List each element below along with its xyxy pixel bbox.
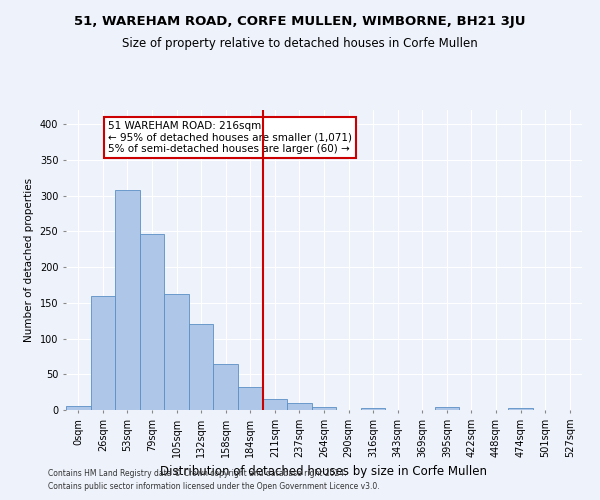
Text: Contains HM Land Registry data © Crown copyright and database right 2024.: Contains HM Land Registry data © Crown c… [48,468,347,477]
Bar [508,408,533,410]
Bar [140,234,164,410]
Text: Contains public sector information licensed under the Open Government Licence v3: Contains public sector information licen… [48,482,380,491]
Bar [434,407,459,410]
Bar [287,403,312,410]
Text: Size of property relative to detached houses in Corfe Mullen: Size of property relative to detached ho… [122,38,478,51]
Bar [312,407,336,410]
Bar [214,364,238,410]
Text: 51 WAREHAM ROAD: 216sqm
← 95% of detached houses are smaller (1,071)
5% of semi-: 51 WAREHAM ROAD: 216sqm ← 95% of detache… [108,120,352,154]
Bar [164,294,189,410]
Bar [66,406,91,410]
Y-axis label: Number of detached properties: Number of detached properties [24,178,34,342]
Bar [263,398,287,410]
Bar [238,387,263,410]
Text: 51, WAREHAM ROAD, CORFE MULLEN, WIMBORNE, BH21 3JU: 51, WAREHAM ROAD, CORFE MULLEN, WIMBORNE… [74,15,526,28]
Bar [361,408,385,410]
Bar [115,190,140,410]
Bar [189,324,214,410]
X-axis label: Distribution of detached houses by size in Corfe Mullen: Distribution of detached houses by size … [161,466,487,478]
Bar [91,296,115,410]
